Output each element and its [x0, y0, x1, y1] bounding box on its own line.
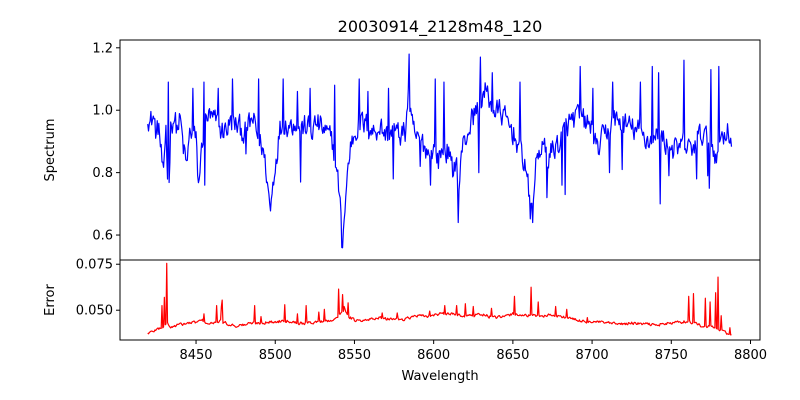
x-tick-label: 8450 [179, 348, 212, 363]
spectrum-y-tick-label: 0.6 [92, 229, 113, 244]
wavelength-x-axis: 8450 8500 8550 8600 8650 8700 8750 8800 [179, 340, 767, 363]
spectrum-line [147, 53, 733, 249]
x-tick-label: 8600 [417, 348, 450, 363]
spectrum-series [147, 53, 733, 249]
x-tick-label: 8800 [734, 348, 767, 363]
spectrum-y-axis: 0.6 0.8 1.0 1.2 [92, 41, 120, 244]
spectrum-y-tick-label: 1.2 [92, 41, 113, 56]
x-tick-label: 8550 [338, 348, 371, 363]
spectrum-y-tick-label: 1.0 [92, 104, 113, 119]
error-series [147, 262, 732, 336]
x-axis-label: Wavelength [401, 369, 478, 384]
error-line [147, 262, 732, 336]
x-tick-label: 8750 [655, 348, 688, 363]
x-tick-label: 8650 [496, 348, 529, 363]
error-y-tick-label: 0.050 [76, 304, 113, 319]
error-y-tick-label: 0.075 [76, 258, 113, 273]
x-tick-label: 8500 [259, 348, 292, 363]
error-y-axis: 0.050 0.075 [76, 258, 120, 319]
chart-title: 20030914_2128m48_120 [338, 17, 543, 37]
x-tick-label: 8700 [576, 348, 609, 363]
spectrum-y-tick-label: 0.8 [92, 166, 113, 181]
error-axes-frame [119, 259, 761, 341]
spectrum-y-axis-label: Spectrum [43, 119, 58, 182]
error-y-axis-label: Error [43, 284, 58, 316]
